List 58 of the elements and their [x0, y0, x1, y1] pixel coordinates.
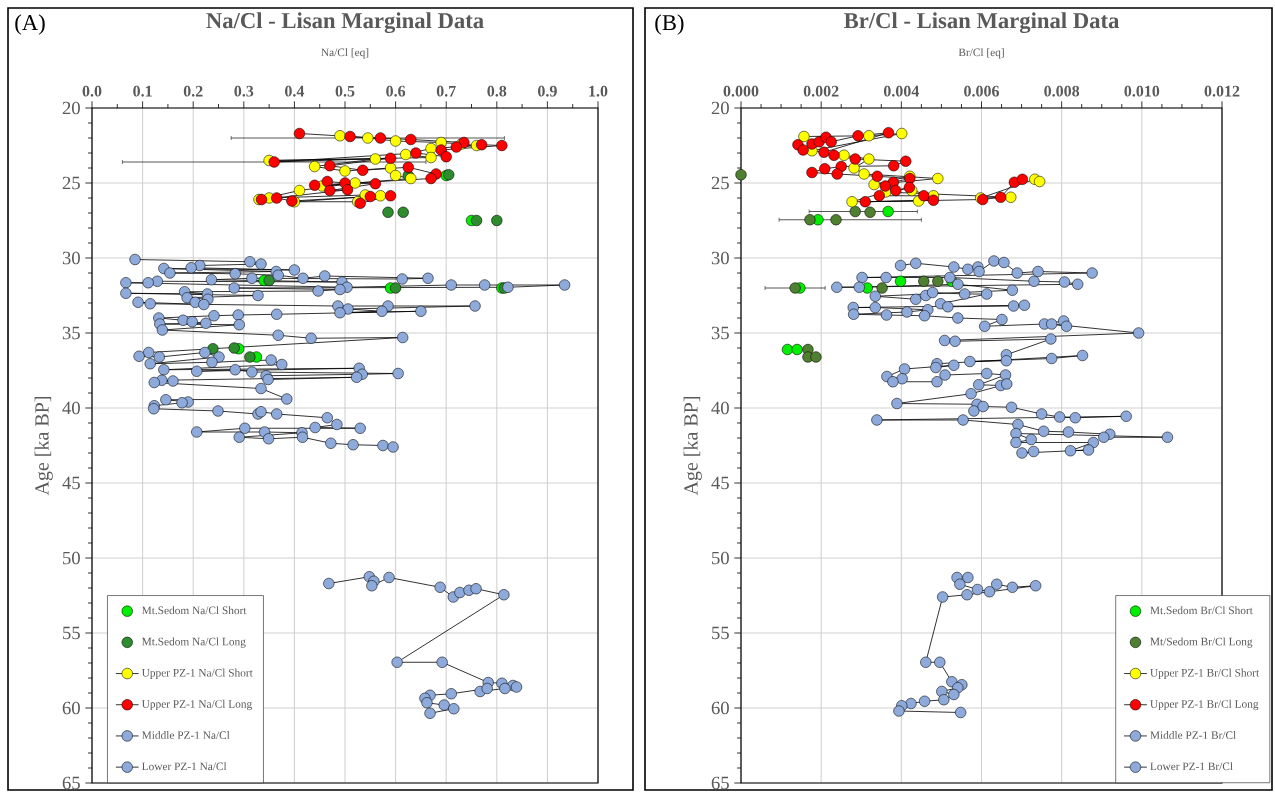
y-tick-label: 45 [62, 476, 80, 490]
y-tick-label: 20 [62, 101, 80, 115]
x-tick-label: 0.8 [487, 85, 507, 97]
legend-label: Middle PZ-1 Na/Cl [142, 731, 230, 739]
x-tick-label: 0.002 [803, 85, 839, 97]
x-axis-title: Br/Cl [eq] [958, 48, 1004, 59]
x-tick-label: 0.4 [285, 85, 305, 97]
legend-label: Upper PZ-1 Na/Cl Short [141, 668, 253, 679]
chart-title: Na/Cl - Lisan Marginal Data [206, 12, 484, 34]
legend-label: Mt.Sedom Br/Cl Short [1150, 606, 1253, 615]
x-tick-label: 0.0 [82, 85, 102, 97]
x-tick-label: 0.000 [723, 85, 759, 97]
text: (B) [655, 14, 684, 35]
legend-label: Lower PZ-1 Na/Cl [142, 762, 227, 771]
y-tick-label: 45 [711, 476, 729, 490]
y-tick-label: 55 [712, 626, 729, 640]
x-tick-label: 0.2 [183, 85, 203, 97]
y-tick-label: 25 [711, 176, 729, 190]
x-tick-label: 0.6 [386, 85, 406, 97]
legend-label: Mt/Sedom Br/Cl Long [1150, 637, 1253, 648]
y-tick-label: 40 [711, 401, 729, 415]
y-tick-label: 65 [62, 776, 80, 790]
chart-title: Br/Cl - Lisan Marginal Data [843, 12, 1120, 34]
x-tick-label: 0.006 [964, 85, 1000, 97]
y-tick-label: 35 [711, 326, 729, 340]
legend-label: Middle PZ-1 Br/Cl [1150, 731, 1236, 739]
y-tick-label: 50 [712, 551, 729, 565]
y-tick-label: 35 [62, 326, 80, 340]
legend-label: Mt.Sedom Na/Cl Long [142, 637, 246, 648]
legend-label: Upper PZ-1 Br/Cl Long [1150, 699, 1259, 711]
legend-label: Upper PZ-1 Br/Cl Short [1150, 668, 1260, 679]
x-tick-label: 0.012 [1204, 85, 1240, 97]
y-tick-label: 65 [711, 776, 729, 790]
x-tick-label: 0.004 [883, 85, 920, 97]
y-tick-label: 55 [63, 626, 80, 640]
legend-label: Mt.Sedom Na/Cl Short [142, 606, 247, 615]
x-tick-label: 0.010 [1124, 85, 1160, 97]
y-tick-label: 40 [62, 401, 80, 415]
x-tick-label: 0.9 [538, 85, 557, 97]
text: (A) [15, 14, 45, 35]
y-tick-label: 60 [711, 701, 729, 715]
x-tick-label: 0.008 [1044, 85, 1080, 97]
y-tick-label: 25 [62, 176, 80, 190]
y-tick-label: 50 [63, 551, 80, 565]
x-tick-label: 0.5 [335, 85, 355, 97]
y-tick-label: 30 [62, 251, 80, 265]
legend-label: Lower PZ-1 Br/Cl [1150, 762, 1233, 771]
x-tick-label: 0.7 [436, 85, 456, 97]
legend-label: Upper PZ-1 Na/Cl Long [141, 699, 252, 711]
x-tick-label: 0.3 [234, 85, 254, 97]
y-axis-title: Age [ka BP] [34, 397, 53, 496]
y-tick-label: 30 [711, 251, 729, 265]
x-tick-label: 1.0 [589, 85, 608, 97]
y-tick-label: 20 [711, 101, 729, 115]
y-axis-title: Age [ka BP] [683, 397, 702, 496]
y-tick-label: 60 [62, 701, 80, 715]
x-axis-title: Na/Cl [eq] [321, 48, 369, 59]
x-tick-label: 0.1 [133, 85, 152, 97]
